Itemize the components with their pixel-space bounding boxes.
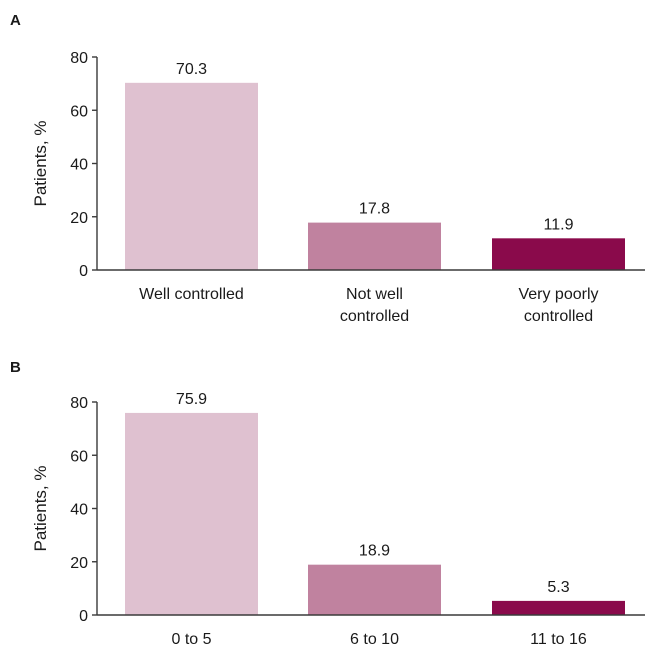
category-label: Not well bbox=[346, 286, 403, 303]
y-tick-label: 20 bbox=[70, 555, 88, 572]
y-axis-title: Patients, % bbox=[31, 121, 50, 207]
y-tick-label: 80 bbox=[70, 50, 88, 67]
data-label: 5.3 bbox=[547, 579, 569, 596]
data-label: 11.9 bbox=[544, 216, 574, 233]
y-tick-label: 20 bbox=[70, 210, 88, 227]
bar-1 bbox=[125, 82, 258, 270]
y-tick-label: 0 bbox=[79, 263, 88, 280]
y-axis-title: Patients, % bbox=[31, 466, 50, 552]
bar-3 bbox=[492, 600, 625, 615]
category-label: controlled bbox=[524, 308, 593, 325]
panel-letter: A bbox=[10, 12, 21, 29]
category-label: 6 to 10 bbox=[350, 631, 399, 647]
bar-3 bbox=[492, 238, 625, 270]
bar-2 bbox=[308, 222, 441, 270]
data-label: 18.9 bbox=[359, 543, 390, 560]
y-tick-label: 80 bbox=[70, 395, 88, 412]
y-tick-label: 60 bbox=[70, 448, 88, 465]
category-label: 11 to 16 bbox=[530, 631, 587, 647]
category-label: Very poorly bbox=[518, 286, 598, 303]
bar-1 bbox=[125, 412, 258, 615]
data-label: 70.3 bbox=[176, 61, 207, 78]
data-label: 17.8 bbox=[359, 201, 390, 218]
y-tick-label: 40 bbox=[70, 502, 88, 519]
y-tick-label: 40 bbox=[70, 157, 88, 174]
panel-letter: B bbox=[10, 359, 21, 376]
bar-2 bbox=[308, 564, 441, 615]
y-tick-label: 60 bbox=[70, 103, 88, 120]
category-label: Well controlled bbox=[139, 286, 244, 303]
category-label: controlled bbox=[340, 308, 409, 325]
data-label: 75.9 bbox=[176, 391, 207, 408]
category-label: 0 to 5 bbox=[171, 631, 211, 647]
y-tick-label: 0 bbox=[79, 608, 88, 625]
